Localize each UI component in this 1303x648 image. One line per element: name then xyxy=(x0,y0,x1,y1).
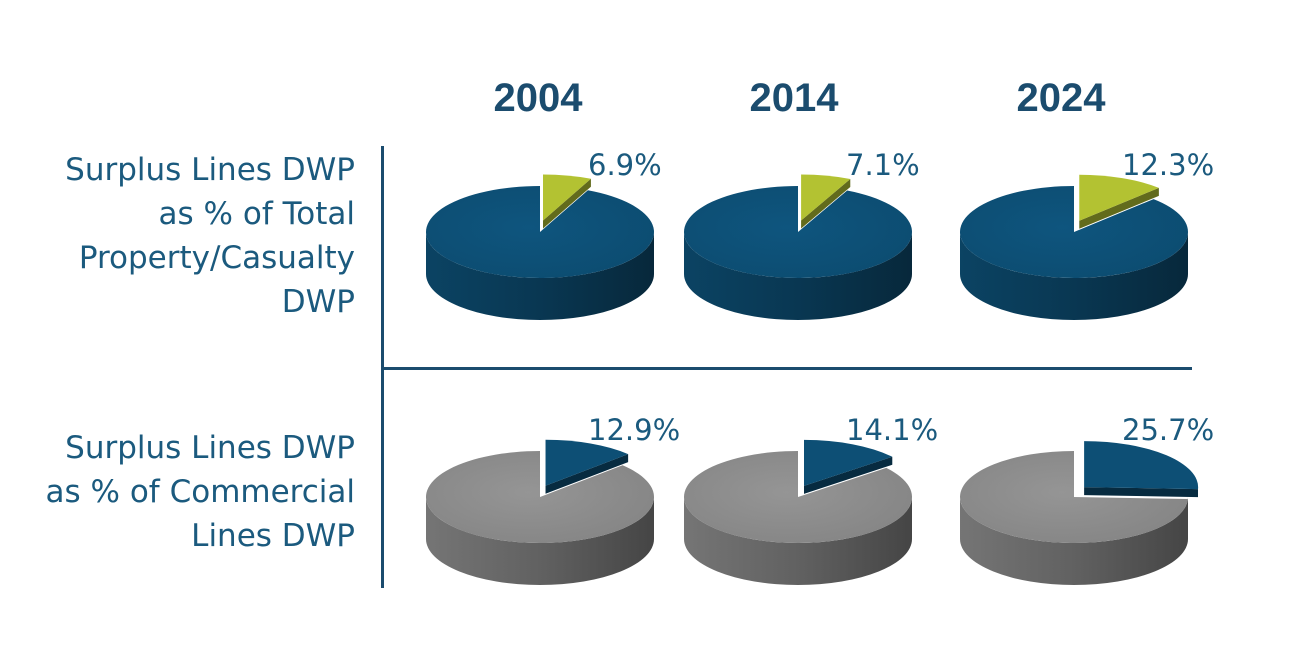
pie-base-r1-c1 xyxy=(684,451,912,543)
pie-base-r1-c2 xyxy=(960,451,1188,543)
pie-slice-edge-r0-c1 xyxy=(801,178,851,229)
pie-side-r0-c0 xyxy=(426,232,654,320)
pie-slice-edge-r0-c0 xyxy=(543,178,591,229)
pie-value-label-r1-c2: 25.7% xyxy=(1122,413,1214,447)
vertical-divider xyxy=(381,146,384,588)
pie-value-label-r1-c0: 12.9% xyxy=(588,413,680,447)
pie-value-label-r0-c2: 12.3% xyxy=(1122,148,1214,182)
pie-r1-c1 xyxy=(684,439,912,585)
row-label-total-pc: Surplus Lines DWP as % of Total Property… xyxy=(65,152,355,320)
pie-value-label-r0-c0: 6.9% xyxy=(588,148,662,182)
pie-side-r1-c0 xyxy=(426,497,654,585)
pie-slice-r1-c2 xyxy=(1084,441,1199,490)
row-label-commercial: Surplus Lines DWP as % of Commercial Lin… xyxy=(45,430,355,554)
pie-slice-r1-c1 xyxy=(804,439,893,486)
pie-slice-r1-c0 xyxy=(545,439,629,486)
pie-base-r0-c2 xyxy=(960,186,1188,278)
pie-slice-r0-c1 xyxy=(801,174,851,221)
pie-slice-r0-c0 xyxy=(543,174,591,221)
pie-base-r0-c1 xyxy=(684,186,913,279)
year-header-2024: 2024 xyxy=(1016,76,1106,120)
pie-side-r1-c1 xyxy=(684,497,912,585)
year-header-2014: 2014 xyxy=(749,76,839,120)
pie-slice-r0-c2 xyxy=(1079,174,1159,221)
pie-side-r0-c1 xyxy=(684,232,912,320)
pie-r0-c0 xyxy=(426,174,655,320)
pie-side-r0-c2 xyxy=(960,232,1188,320)
pie-r1-c2 xyxy=(960,441,1199,585)
horizontal-divider xyxy=(384,367,1192,370)
pie-base-r1-c0 xyxy=(426,451,654,543)
pie-r0-c2 xyxy=(960,174,1188,320)
pie-slice-edge-r0-c2 xyxy=(1079,187,1159,229)
pie-base-r0-c0 xyxy=(426,185,655,278)
pie-slice-edge-r1-c2 xyxy=(1084,487,1199,498)
pie-side-r1-c2 xyxy=(960,497,1188,585)
pie-slice-edge-r1-c1 xyxy=(804,456,893,494)
pie-value-label-r1-c1: 14.1% xyxy=(846,413,938,447)
pie-value-label-r0-c1: 7.1% xyxy=(846,148,920,182)
pie-slice-edge-r1-c0 xyxy=(545,454,629,494)
pie-r0-c1 xyxy=(684,174,913,320)
pie-r1-c0 xyxy=(426,439,654,585)
year-header-2004: 2004 xyxy=(493,76,583,120)
